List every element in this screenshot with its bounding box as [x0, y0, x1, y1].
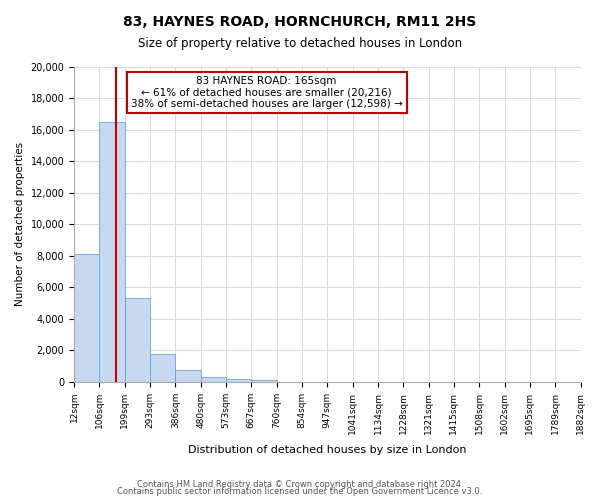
Bar — [125, 298, 150, 382]
Bar — [175, 370, 201, 382]
Y-axis label: Number of detached properties: Number of detached properties — [15, 142, 25, 306]
Bar — [251, 380, 277, 382]
Bar — [100, 122, 125, 382]
Text: Contains HM Land Registry data © Crown copyright and database right 2024.: Contains HM Land Registry data © Crown c… — [137, 480, 463, 489]
Bar — [201, 378, 226, 382]
Text: 83, HAYNES ROAD, HORNCHURCH, RM11 2HS: 83, HAYNES ROAD, HORNCHURCH, RM11 2HS — [124, 15, 476, 29]
X-axis label: Distribution of detached houses by size in London: Distribution of detached houses by size … — [188, 445, 467, 455]
Bar — [74, 254, 100, 382]
Bar — [150, 354, 175, 382]
Text: Contains public sector information licensed under the Open Government Licence v3: Contains public sector information licen… — [118, 487, 482, 496]
Text: Size of property relative to detached houses in London: Size of property relative to detached ho… — [138, 38, 462, 51]
Text: 83 HAYNES ROAD: 165sqm
← 61% of detached houses are smaller (20,216)
38% of semi: 83 HAYNES ROAD: 165sqm ← 61% of detached… — [131, 76, 403, 109]
Bar — [226, 379, 251, 382]
